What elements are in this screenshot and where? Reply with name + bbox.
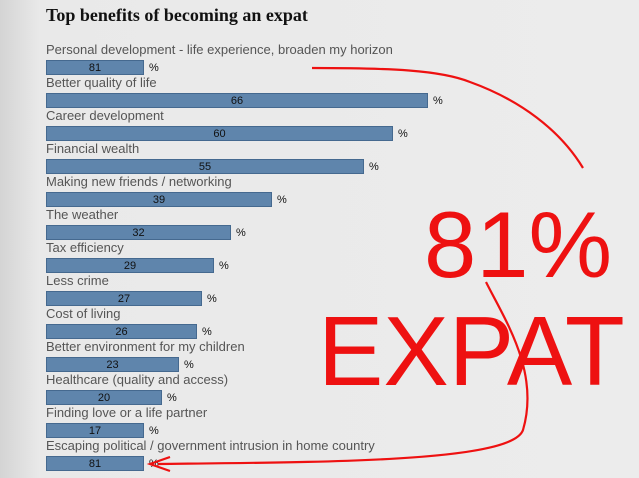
bar-value-label: 81	[88, 458, 102, 470]
category-label: Personal development - life experience, …	[46, 42, 393, 57]
category-label: Finding love or a life partner	[46, 405, 208, 420]
bar-value-label: 20	[97, 392, 111, 404]
annotation-word: EXPAT	[318, 296, 625, 406]
bar-value-label: 81	[88, 62, 102, 74]
percent-sign: %	[219, 260, 229, 272]
percent-sign: %	[236, 227, 246, 239]
bar-row: Tax efficiency 29%	[0, 240, 639, 273]
bar-row: Making new friends / networking 39%	[0, 174, 639, 207]
bar-value-label: 27	[117, 293, 131, 305]
bar-row: Financial wealth 55%	[0, 141, 639, 174]
chart-title: Top benefits of becoming an expat	[46, 5, 308, 25]
bar-value-label: 32	[132, 227, 145, 239]
category-label: Escaping political / government intrusio…	[46, 438, 375, 453]
bar	[46, 60, 144, 75]
bar-value-label: 17	[88, 425, 102, 437]
percent-sign: %	[149, 62, 159, 74]
category-label: Better quality of life	[46, 75, 157, 90]
category-label: Less crime	[46, 273, 109, 288]
bar-row: Finding love or a life partner 17%	[0, 405, 639, 438]
percent-sign: %	[433, 95, 443, 107]
bar	[46, 225, 231, 240]
percent-sign: %	[277, 194, 287, 206]
percent-sign: %	[202, 326, 212, 338]
bar-value-label: 55	[198, 161, 212, 173]
percent-sign: %	[167, 392, 177, 404]
bar-value-label: 66	[230, 95, 244, 107]
bar-value-label: 39	[152, 194, 166, 206]
percent-sign: %	[398, 128, 408, 140]
percent-sign: %	[149, 425, 159, 437]
bar-row: Career development 60%	[0, 108, 639, 141]
category-label: Making new friends / networking	[46, 174, 232, 189]
percent-sign: %	[207, 293, 217, 305]
bar-row: Escaping political / government intrusio…	[0, 438, 639, 471]
category-label: Cost of living	[46, 306, 121, 321]
bar-value-label: 60	[213, 128, 226, 140]
bar-value-label: 23	[106, 359, 119, 371]
bar	[46, 456, 144, 471]
category-label: Career development	[46, 108, 164, 123]
category-label: Healthcare (quality and access)	[46, 372, 229, 387]
category-label: The weather	[46, 207, 119, 222]
category-label: Better environment for my children	[46, 339, 245, 354]
bar-row: Better quality of life 66%	[0, 75, 639, 108]
percent-sign: %	[184, 359, 194, 371]
percent-sign: %	[149, 458, 159, 470]
percent-sign: %	[369, 161, 379, 173]
category-label: Tax efficiency	[46, 240, 124, 255]
bar	[46, 258, 214, 273]
bar-value-label: 29	[123, 260, 137, 272]
bar	[46, 423, 144, 438]
category-label: Financial wealth	[46, 141, 140, 156]
bar-value-label: 26	[115, 326, 128, 338]
bar-row: Personal development - life experience, …	[0, 42, 639, 75]
annotation-percent: 81%	[424, 192, 613, 297]
bar-row: The weather 32%	[0, 207, 639, 240]
bar	[46, 192, 272, 207]
